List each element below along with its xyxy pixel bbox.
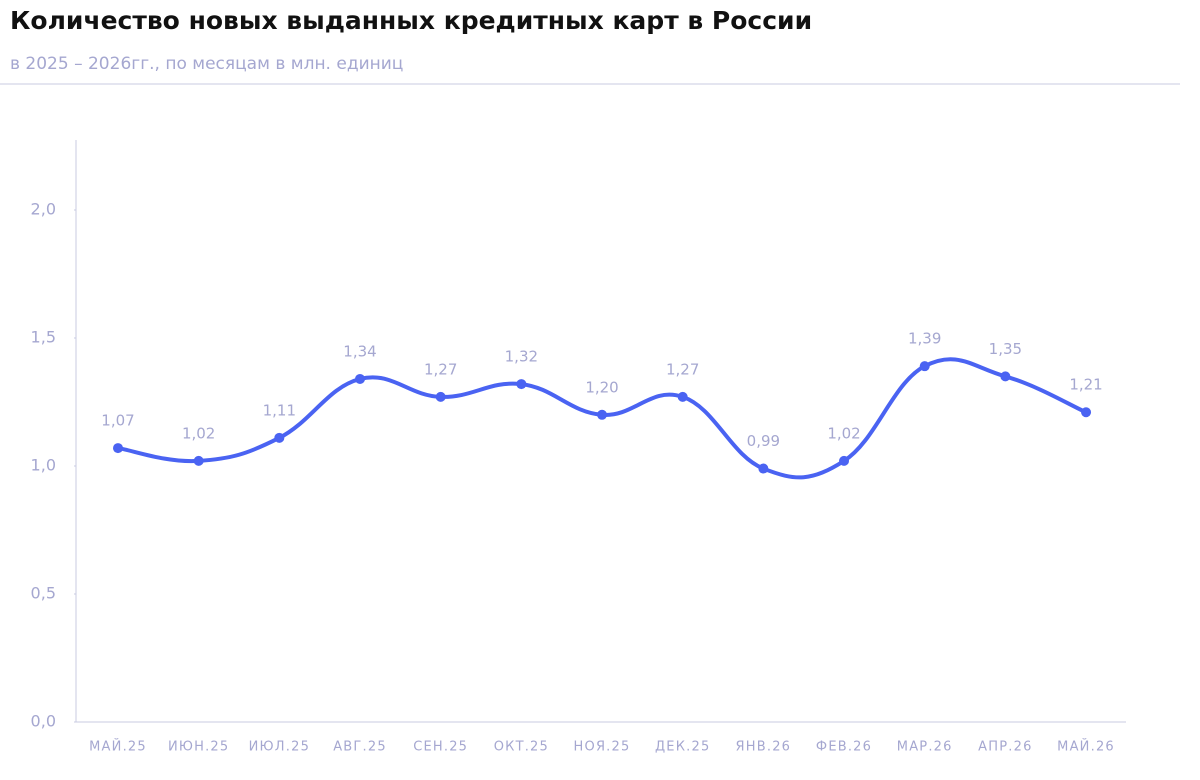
x-tick-label: СЕН.25 [413,740,468,755]
point [113,443,123,454]
y-tick-label: 1,5 [31,328,56,347]
point [839,455,850,466]
value-label: 1,07 [101,412,134,430]
chart-subtitle: в 2025 – 2026гг., по месяцам в млн. един… [10,54,403,74]
point [919,361,930,372]
x-tick-label: ИЮН.25 [168,740,229,755]
y-tick-label: 2,0 [31,200,56,219]
chart-title: Количество новых выданных кредитных карт… [10,6,812,35]
point [355,373,366,384]
value-label: 1,32 [505,348,538,366]
x-tick-label: ЯНВ.26 [736,740,792,755]
point [1000,371,1011,382]
x-tick-label: МАЙ.25 [89,739,147,755]
value-label: 1,02 [182,424,215,442]
point [193,455,204,466]
value-label: 1,35 [989,340,1022,358]
x-tick-label: МАР.26 [897,740,953,755]
x-tick-label: АВГ.25 [333,740,387,755]
x-tick-label: ИЮЛ.25 [249,740,310,755]
x-tick-label: НОЯ.25 [574,740,631,755]
value-label: 1,20 [585,378,618,396]
y-tick-label: 0,5 [31,584,56,603]
point [274,432,285,443]
y-tick-label: 0,0 [31,712,56,731]
x-tick-label: ФЕВ.26 [816,740,872,755]
value-label: 1,11 [263,401,296,419]
value-label: 1,21 [1069,376,1102,394]
value-label: 0,99 [747,432,780,450]
value-label: 1,02 [827,424,860,442]
point [516,379,527,390]
y-tick-label: 1,0 [31,456,56,475]
value-label: 1,39 [908,330,941,348]
point [677,391,688,402]
value-label: 1,27 [666,360,699,378]
point [1081,407,1092,418]
x-tick-label: ДЕК.25 [655,740,710,755]
point [758,463,769,474]
value-label: 1,27 [424,360,457,378]
point [597,409,608,420]
x-tick-label: МАЙ.26 [1057,739,1115,755]
value-label: 1,34 [343,342,376,360]
x-tick-label: ОКТ.25 [494,740,549,755]
x-tick-label: АПР.26 [978,740,1032,755]
point [435,391,446,402]
